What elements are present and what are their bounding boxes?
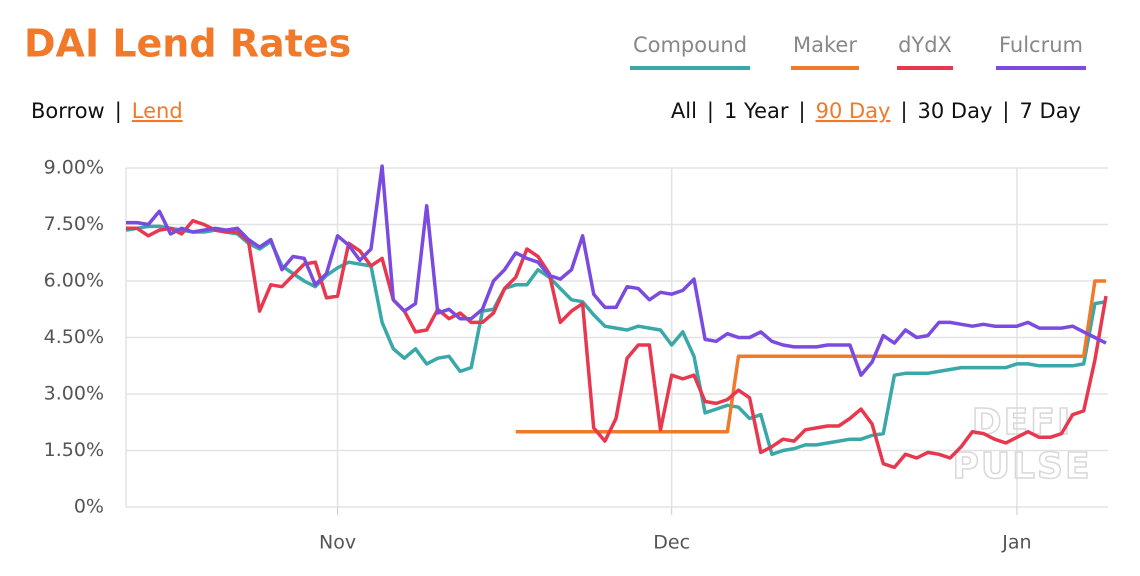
chart-title: DAI Lend Rates	[24, 22, 351, 66]
y-tick-label: 1.50%	[44, 439, 104, 461]
x-tick-label: Dec	[653, 532, 690, 554]
separator: |	[900, 99, 907, 124]
series-line	[125, 224, 1107, 457]
legend-label[interactable]: dYdX	[898, 33, 952, 57]
y-tick-label: 3.00%	[44, 383, 104, 405]
x-tick-label: Nov	[319, 532, 356, 554]
y-tick-label: 4.50%	[44, 326, 104, 348]
separator: |	[115, 99, 122, 124]
nav-item[interactable]: Borrow	[31, 99, 105, 123]
separator: |	[707, 99, 714, 124]
nav-item[interactable]: 90 Day	[816, 99, 891, 123]
series-line	[126, 164, 1107, 377]
watermark: PULSE	[952, 446, 1091, 487]
y-tick-label: 6.00%	[44, 270, 104, 292]
nav-item[interactable]: Lend	[132, 99, 183, 123]
separator: |	[799, 99, 806, 124]
series-line	[126, 218, 1108, 470]
nav-item[interactable]: 1 Year	[724, 99, 789, 123]
nav-item[interactable]: 7 Day	[1019, 99, 1081, 123]
y-tick-label: 0%	[74, 496, 104, 518]
separator: |	[1002, 99, 1009, 124]
series-line	[515, 279, 1106, 434]
y-tick-label: 9.00%	[44, 157, 104, 179]
nav-item[interactable]: 30 Day	[918, 99, 993, 123]
y-tick-label: 7.50%	[44, 213, 104, 235]
legend-label[interactable]: Fulcrum	[999, 33, 1083, 57]
x-tick-label: Jan	[1001, 532, 1031, 554]
legend-label[interactable]: Compound	[633, 33, 747, 57]
nav-item[interactable]: All	[671, 99, 697, 123]
legend-label[interactable]: Maker	[793, 33, 857, 57]
